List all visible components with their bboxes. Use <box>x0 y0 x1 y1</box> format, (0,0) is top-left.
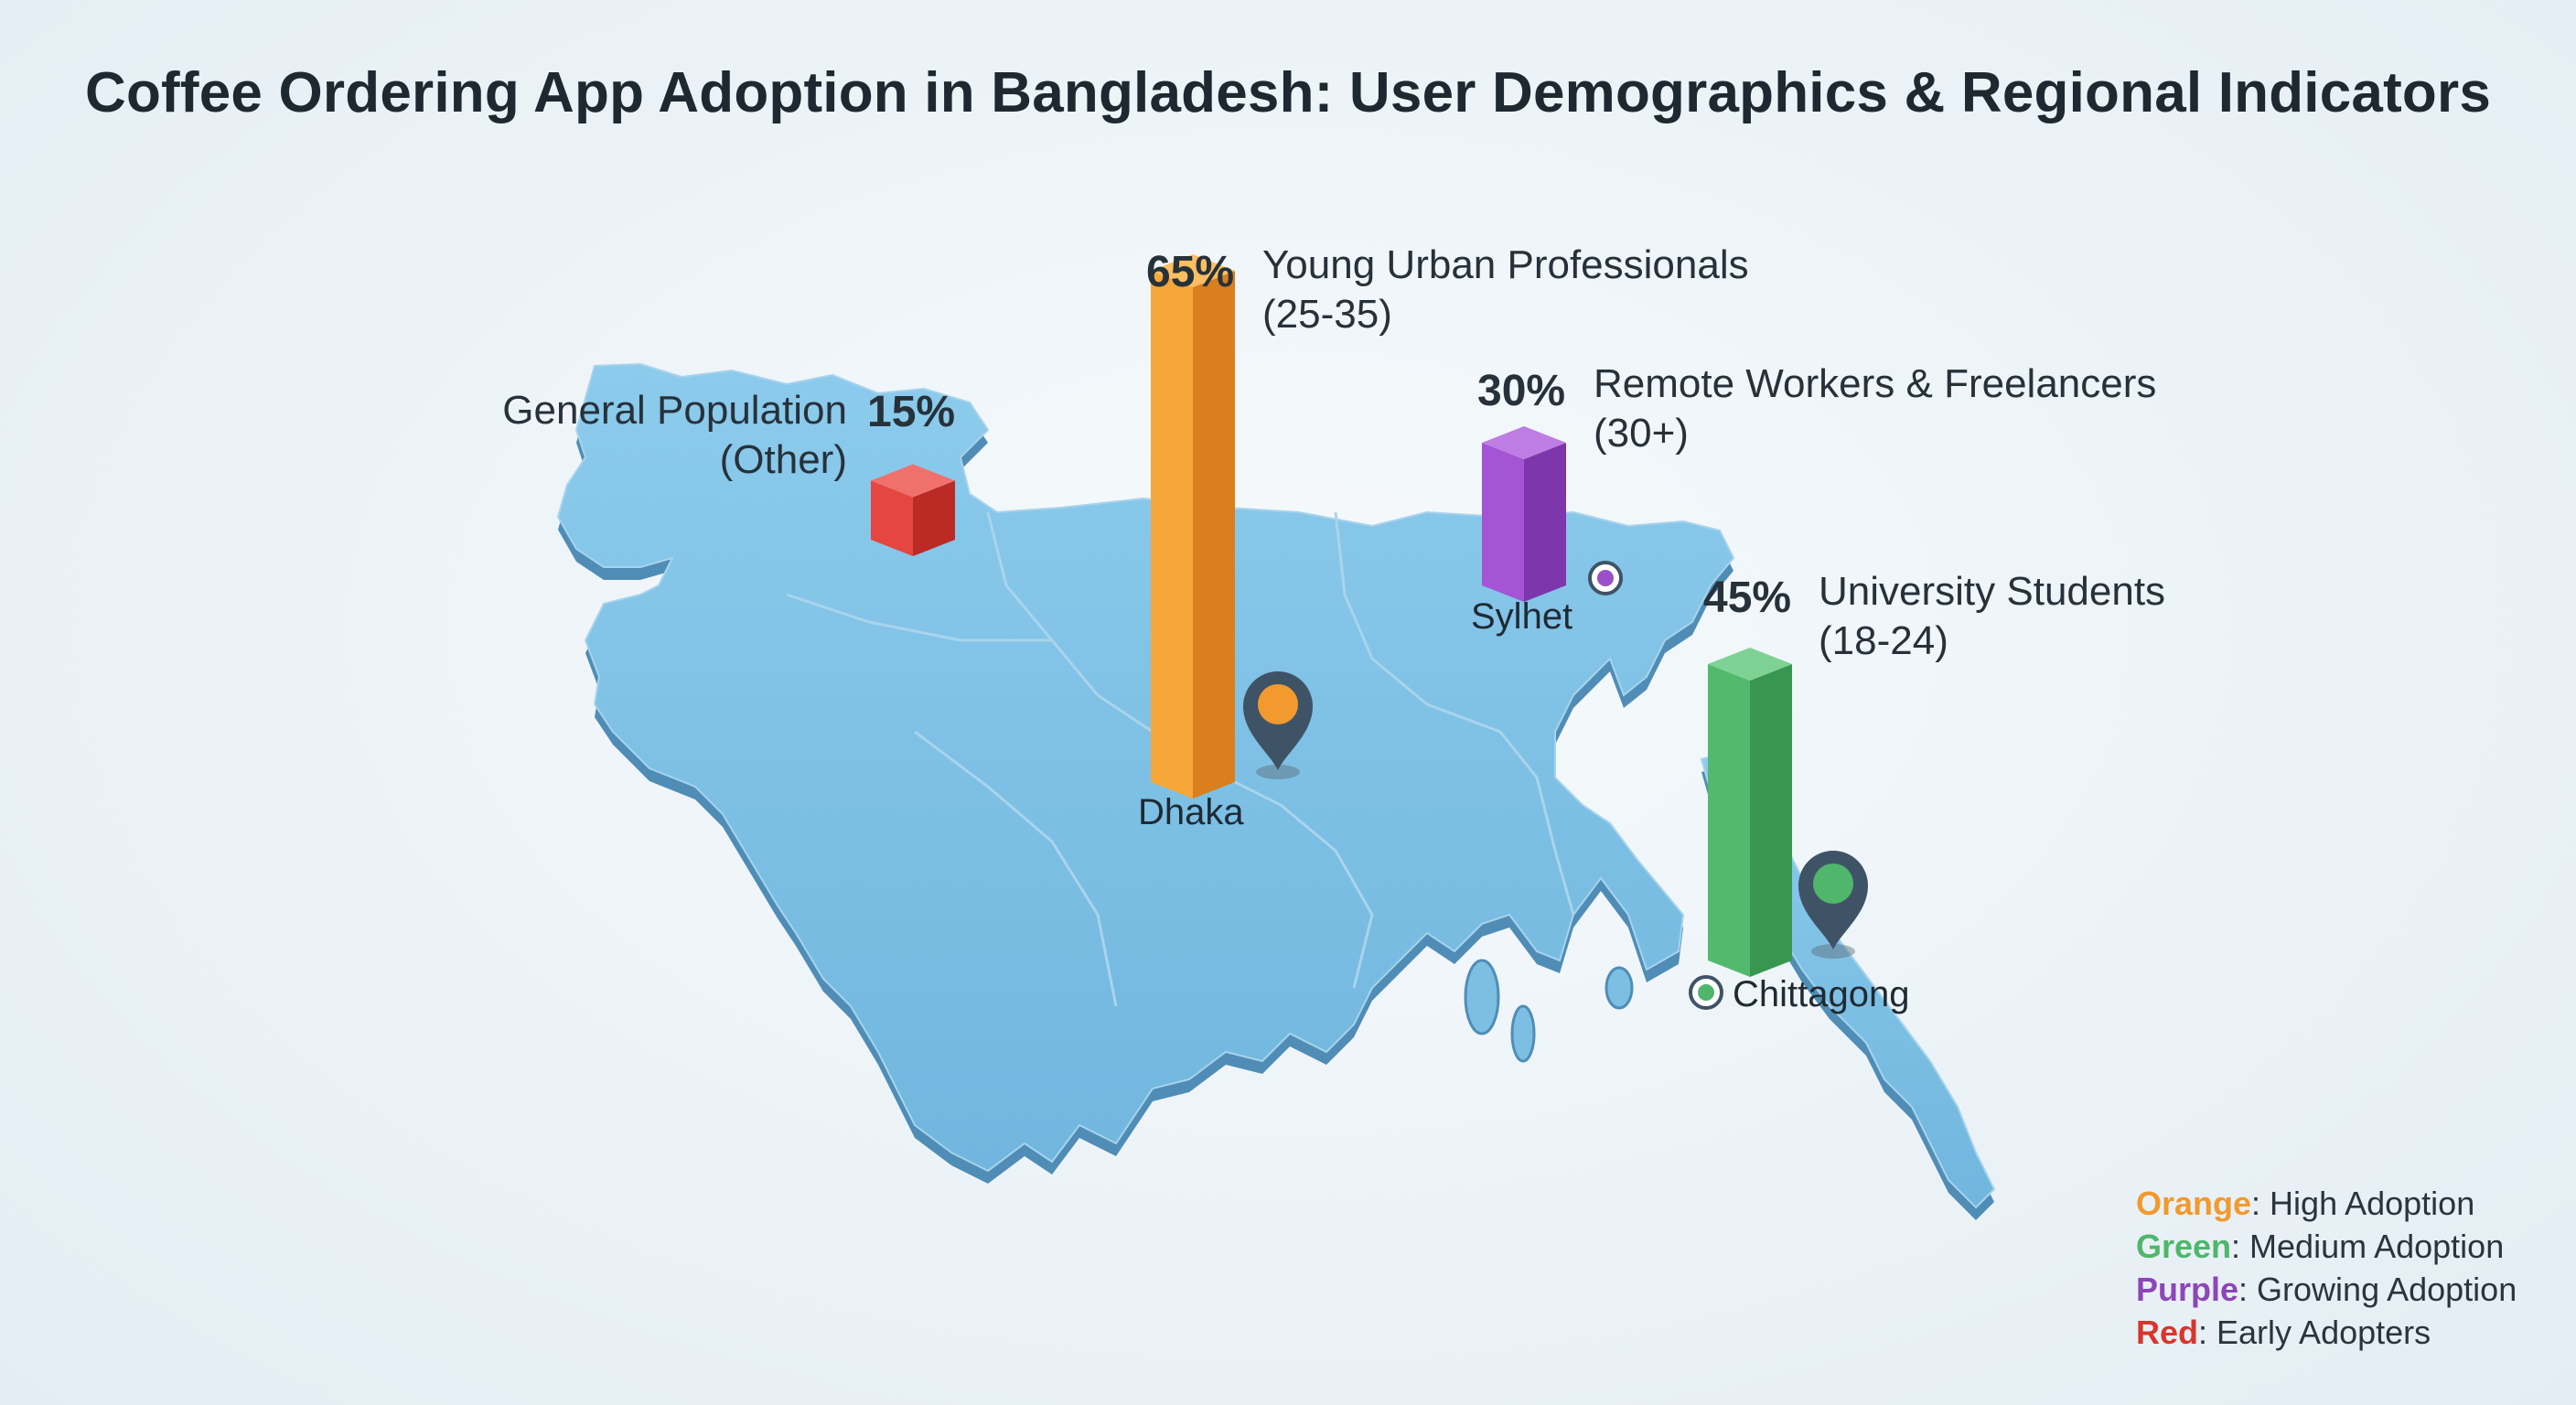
bar-front-face <box>1482 443 1524 602</box>
bar-top-face <box>1151 254 1235 287</box>
legend: Orange: High Adoption Green: Medium Adop… <box>2136 1182 2517 1354</box>
bar-remote-workers <box>1482 426 1566 602</box>
bar-young-professionals <box>1151 254 1235 799</box>
bar-general-population <box>871 464 955 556</box>
legend-item-orange: Orange: High Adoption <box>2136 1185 2475 1222</box>
city-label-dhaka: Dhaka <box>1138 792 1244 832</box>
legend-item-green: Green: Medium Adoption <box>2136 1228 2505 1265</box>
legend-item-red: Red: Early Adopters <box>2136 1314 2431 1351</box>
page-title: Coffee Ordering App Adoption in Banglade… <box>84 61 2492 124</box>
bar-side-face <box>913 480 955 556</box>
location-dot-sylhet-icon <box>1588 561 1623 595</box>
segment-percent-general-population: 15% <box>867 388 956 436</box>
city-label-sylhet: Sylhet <box>1471 596 1573 637</box>
legend-item-purple: Purple: Growing Adoption <box>2136 1271 2517 1308</box>
bar-top-face <box>1708 648 1792 681</box>
pin-dot <box>1813 863 1853 904</box>
coastal-islands <box>1464 959 1634 1063</box>
bar-front-face <box>871 480 913 556</box>
segment-label-general-population: General Population (Other) <box>502 388 847 482</box>
dot-core <box>1698 984 1714 1001</box>
bar-university-students <box>1708 648 1792 977</box>
segment-label-young-professionals: Young Urban Professionals (25-35) <box>1262 242 1749 337</box>
bar-side-face <box>1750 664 1792 977</box>
region-west-north <box>556 362 1735 1173</box>
map-pin-dhaka-icon <box>1243 671 1313 779</box>
pin-dot <box>1258 684 1298 724</box>
segment-label-university-students: University Students (18-24) <box>1819 569 2166 663</box>
segment-percent-young-professionals: 65% <box>1146 248 1235 296</box>
segment-percent-university-students: 45% <box>1703 574 1792 622</box>
bar-front-face <box>1708 664 1750 977</box>
segment-label-remote-workers: Remote Workers & Freelancers (30+) <box>1594 361 2157 456</box>
pin-shadow <box>1256 765 1300 779</box>
pin-shadow <box>1811 944 1855 959</box>
bar-side-face <box>1524 443 1566 602</box>
city-label-chittagong: Chittagong <box>1733 974 1910 1014</box>
dot-core <box>1597 570 1614 586</box>
bar-side-face <box>1193 271 1235 799</box>
bar-front-face <box>1151 271 1193 799</box>
segment-percent-remote-workers: 30% <box>1477 367 1566 415</box>
bar-top-face <box>1482 426 1566 459</box>
bar-top-face <box>871 464 955 498</box>
map-pin-chittagong-icon <box>1798 851 1868 959</box>
location-dot-chittagong-icon <box>1689 975 1723 1010</box>
